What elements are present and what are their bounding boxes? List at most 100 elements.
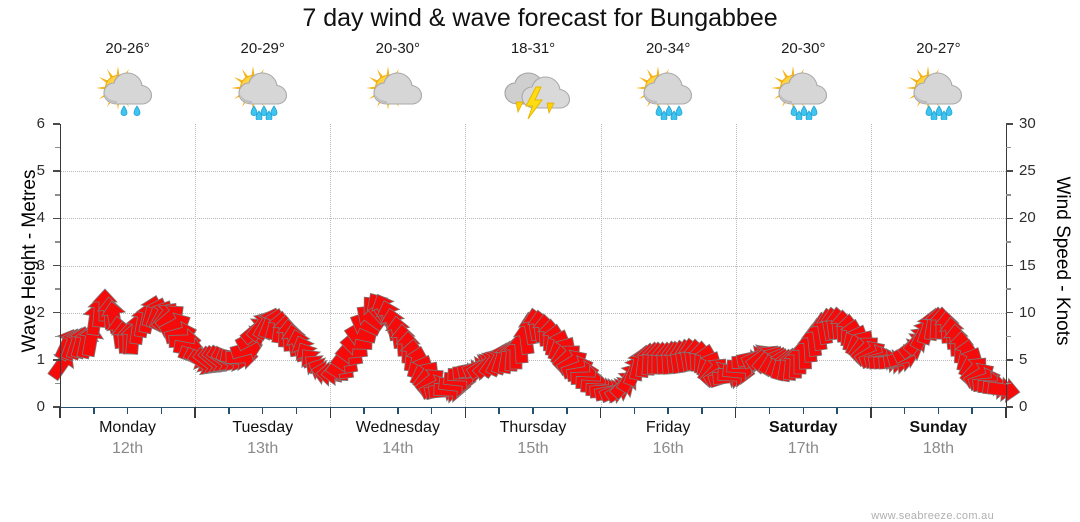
x-axis-day-tick	[870, 407, 872, 418]
x-axis-day-tick	[1005, 407, 1007, 418]
left-axis-tick-label: 4	[36, 209, 45, 227]
left-axis-minor-tick	[55, 146, 60, 149]
day-name: Monday	[99, 419, 157, 436]
day-name: Wednesday	[355, 419, 440, 436]
x-axis-minor-tick	[903, 407, 906, 414]
left-axis-tick-label: 2	[36, 303, 45, 321]
sun-cloud-rain-heavy-icon	[901, 62, 975, 122]
day-temperature-range: 18-31°	[510, 40, 556, 57]
right-axis-title: Wind Speed - Knots	[1052, 176, 1073, 346]
left-axis-tick	[53, 123, 60, 125]
day-header-friday: 20-34°	[601, 40, 736, 122]
day-date: 12th	[111, 440, 144, 457]
x-axis-minor-tick	[937, 407, 940, 414]
x-axis-minor-tick	[430, 407, 433, 414]
right-axis-tick	[1006, 311, 1013, 314]
right-axis-minor-tick	[1006, 335, 1011, 337]
x-axis-day-tick	[194, 407, 196, 418]
day-date: 17th	[787, 440, 819, 457]
x-axis-minor-tick	[701, 407, 703, 414]
left-axis-tick	[53, 217, 60, 220]
day-temperature-range: 20-27°	[916, 40, 961, 57]
gridline-horizontal	[60, 218, 1006, 220]
left-axis-tick-label: 1	[36, 350, 45, 368]
x-axis-minor-tick	[633, 407, 636, 414]
left-axis-tick-label: 3	[36, 256, 45, 274]
x-axis-minor-tick	[261, 407, 264, 414]
x-axis-minor-tick	[498, 407, 500, 414]
left-axis-tick-label: 0	[36, 398, 45, 415]
day-header-tuesday: 20-29°	[195, 40, 330, 122]
day-footer-sunday: Sunday 18th	[863, 417, 1013, 459]
sun-cloud-icon	[361, 62, 435, 120]
sun-cloud-rain-light-icon	[91, 62, 165, 120]
x-axis-minor-tick	[532, 407, 534, 414]
wind-wave-forecast-chart: 7 day wind & wave forecast for Bungabbee…	[19, 4, 1073, 522]
left-axis-tick	[53, 170, 60, 172]
left-axis-minor-tick	[55, 194, 60, 196]
x-axis-minor-tick	[363, 407, 365, 414]
left-axis-tick	[53, 264, 60, 267]
gridline-horizontal	[60, 171, 1006, 173]
right-axis-tick-label: 5	[1019, 350, 1028, 368]
x-axis-day-tick	[734, 407, 737, 418]
day-date: 13th	[247, 440, 279, 457]
day-footer-monday: Monday 12th	[53, 417, 203, 459]
right-axis-tick	[1006, 359, 1013, 361]
x-axis-minor-tick	[160, 407, 163, 414]
left-axis-line	[60, 124, 61, 408]
x-axis-day-tick	[329, 407, 332, 418]
chart-title: 7 day wind & wave forecast for Bungabbee	[302, 4, 778, 32]
right-axis-minor-tick	[1006, 146, 1011, 149]
day-date: 16th	[652, 440, 684, 457]
day-name: Saturday	[769, 419, 838, 436]
x-axis-minor-tick	[126, 407, 129, 414]
day-date: 18th	[922, 440, 954, 457]
day-header-thursday: 18-31°	[466, 40, 601, 120]
gridline-vertical	[195, 124, 197, 407]
gridline-vertical	[600, 124, 602, 407]
day-temperature-range: 20-30°	[375, 40, 421, 57]
day-date: 14th	[382, 440, 414, 457]
right-axis-minor-tick	[1006, 194, 1011, 196]
sun-cloud-rain-heavy-icon	[631, 62, 705, 122]
left-axis-tick	[53, 406, 60, 408]
x-axis-minor-tick	[397, 407, 399, 414]
left-axis-tick-label: 5	[36, 162, 45, 180]
right-axis-tick-label: 30	[1019, 115, 1036, 132]
left-axis-minor-tick	[55, 335, 60, 337]
left-axis-minor-tick	[55, 241, 60, 243]
right-axis-tick-label: 25	[1019, 162, 1036, 180]
right-axis-tick-label: 10	[1019, 303, 1036, 321]
x-axis-minor-tick	[93, 407, 95, 414]
right-axis-tick-label: 0	[1019, 398, 1028, 415]
x-axis-minor-tick	[971, 407, 973, 414]
gridline-horizontal	[60, 265, 1006, 267]
day-header-wednesday: 20-30°	[330, 40, 465, 120]
right-axis-tick	[1006, 406, 1013, 408]
day-footer-thursday: Thursday 15th	[458, 417, 608, 459]
day-name: Tuesday	[232, 419, 294, 436]
sun-cloud-rain-heavy-icon	[766, 62, 840, 122]
day-temperature-range: 20-34°	[645, 40, 691, 57]
left-axis-tick-label: 6	[36, 115, 45, 132]
left-axis-tick	[53, 311, 60, 314]
x-axis-minor-tick	[228, 407, 230, 414]
right-axis-tick	[1006, 170, 1013, 172]
x-axis-minor-tick	[566, 407, 568, 414]
left-axis-minor-tick	[55, 382, 60, 385]
x-axis-minor-tick	[768, 407, 771, 414]
day-name: Friday	[645, 419, 691, 436]
x-axis-day-tick	[59, 407, 61, 418]
left-axis-tick	[53, 359, 60, 361]
day-footer-friday: Friday 16th	[593, 417, 743, 459]
sun-cloud-rain-heavy-icon	[226, 62, 300, 122]
day-header-sunday: 20-27°	[871, 40, 1006, 122]
gridline-horizontal	[60, 359, 1006, 361]
x-axis-minor-tick	[836, 407, 838, 414]
right-axis-tick	[1006, 264, 1013, 267]
day-name: Sunday	[909, 419, 968, 436]
day-header-saturday: 20-30°	[736, 40, 871, 122]
wind-arrow	[985, 374, 1022, 404]
day-header-monday: 20-26°	[60, 40, 195, 120]
